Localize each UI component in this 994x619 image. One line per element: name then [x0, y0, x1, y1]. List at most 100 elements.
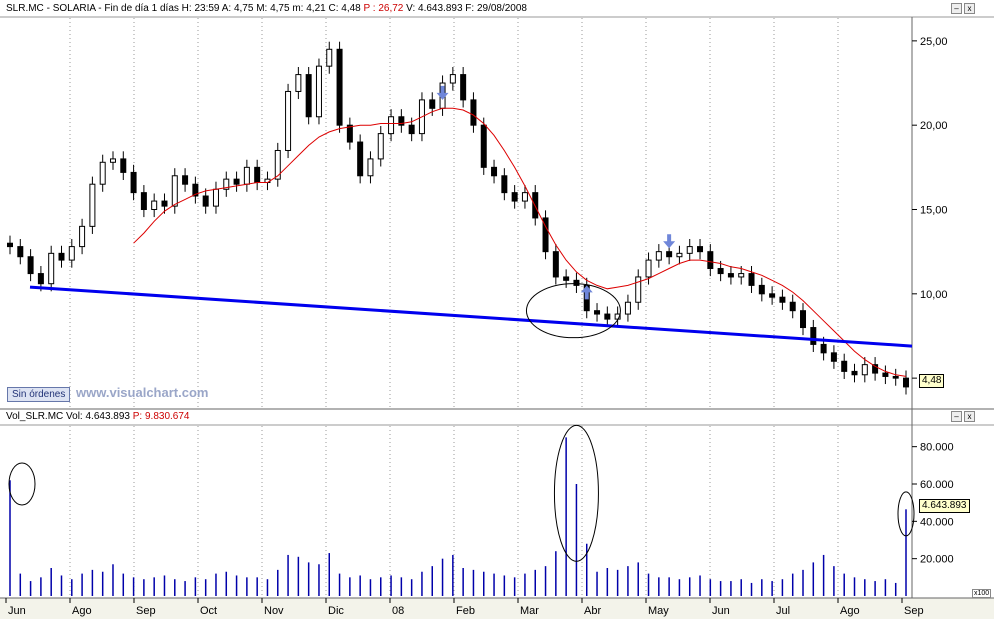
price-grid [69, 18, 839, 408]
candle-body [872, 364, 879, 374]
candle-body [789, 301, 796, 312]
volume-ellipse-annotations[interactable] [8, 424, 915, 562]
candle-body [68, 246, 75, 261]
time-tick-label: Oct [200, 605, 217, 617]
volume-grid [69, 426, 839, 597]
volume-value-label: Vol: 4.643.893 [66, 411, 130, 422]
ticker: SLR.MC [6, 3, 44, 14]
candle-body [130, 171, 137, 194]
candle-body [552, 251, 559, 278]
time-tick-label: Sep [904, 605, 924, 617]
candle-body [346, 124, 353, 143]
support-trendline[interactable] [29, 285, 913, 348]
candle-body [27, 256, 34, 275]
time-axis-ticks: Jun Ago Sep Oct Nov Dic 08 Feb Mar Abr May Jun Jul Ag… [5, 598, 924, 617]
price-tick-label: 10,00 [920, 289, 948, 301]
candle-body [285, 90, 292, 151]
candle-body [820, 343, 827, 354]
candle-body [388, 116, 395, 135]
candle-body [697, 246, 704, 253]
minimize-button[interactable]: – [951, 3, 962, 14]
signal-arrow [436, 85, 449, 100]
volume-ellipse [8, 462, 36, 506]
signal-arrow [580, 285, 593, 300]
candle-body [635, 276, 642, 303]
volume-tick-label: 80.000 [920, 442, 954, 454]
volume-close-button[interactable]: x [964, 411, 975, 422]
volume-p-label: P: 9.830.674 [132, 411, 190, 422]
candle-body [336, 48, 343, 126]
candle-body [99, 161, 106, 185]
volume-axis-ticks: 80.000 60.000 40.000 20.000 [912, 442, 954, 566]
candle-body [315, 65, 322, 118]
candle-body [521, 192, 528, 202]
candle-body [738, 273, 745, 278]
candle-body [192, 183, 199, 197]
volume-tick-label: 20.000 [920, 554, 954, 566]
time-tick-label: Mar [520, 605, 539, 617]
time-tick-label: Sep [136, 605, 156, 617]
candle-body [460, 74, 467, 101]
volume-panel-controls: – x [951, 411, 975, 422]
candle-body [861, 364, 868, 376]
time-tick-label: Dic [328, 605, 344, 617]
candle-body [17, 246, 24, 258]
candle-body [233, 178, 240, 185]
candle-body [707, 251, 714, 270]
volume-minimize-button[interactable]: – [951, 411, 962, 422]
candle-body [686, 246, 693, 254]
price-candles [7, 41, 909, 395]
candle-body [109, 158, 116, 163]
candle-body [89, 183, 96, 227]
volume-ellipse [553, 424, 599, 562]
candle-body [398, 116, 405, 126]
candle-body [851, 370, 858, 376]
candle-body [470, 99, 477, 126]
price-ellipse-annotation[interactable] [525, 283, 621, 339]
candle-body [511, 192, 518, 202]
volume-label: V: 4.643.893 [406, 3, 463, 14]
candle-body [563, 276, 570, 281]
low-label: m: 4,21 [292, 3, 326, 14]
candle-body [326, 48, 333, 67]
candle-body [7, 242, 13, 248]
volume-scale-label: x100 [972, 589, 992, 598]
candle-body [501, 175, 508, 194]
candle-body [614, 313, 621, 320]
candle-body [800, 310, 807, 329]
candle-body [429, 99, 436, 109]
moving-average-line [133, 107, 907, 377]
signal-arrows [436, 85, 676, 300]
time-tick-label: 08 [392, 605, 404, 617]
candle-body [357, 141, 364, 177]
candle-body [573, 279, 580, 286]
candle-body [79, 225, 86, 248]
candle-body [779, 296, 786, 303]
volume-tick-label: 60.000 [920, 479, 954, 491]
candle-body [666, 251, 673, 258]
candle-body [655, 251, 662, 261]
time-tick-label: Jul [776, 605, 790, 617]
date-label: F: 29/08/2008 [465, 3, 527, 14]
candle-body [810, 327, 817, 345]
candle-body [48, 252, 55, 285]
candle-body [624, 301, 631, 315]
close-button[interactable]: x [964, 3, 975, 14]
candle-body [243, 166, 250, 185]
high-label: M: 4,75 [256, 3, 290, 14]
candle-body [305, 74, 312, 118]
time-tick-label: Abr [584, 605, 601, 617]
candle-body [295, 74, 302, 92]
time-axis-band [0, 598, 994, 619]
candle-body [594, 310, 601, 315]
candle-body [37, 273, 44, 285]
volume-ellipse [897, 491, 915, 537]
time-tick-label: Nov [264, 605, 284, 617]
candle-body [480, 124, 487, 168]
candle-body [758, 284, 765, 295]
candle-body [120, 158, 127, 173]
sin-ordenes-button[interactable]: Sin órdenes [7, 387, 71, 402]
open-label: A: 4,75 [221, 3, 254, 14]
